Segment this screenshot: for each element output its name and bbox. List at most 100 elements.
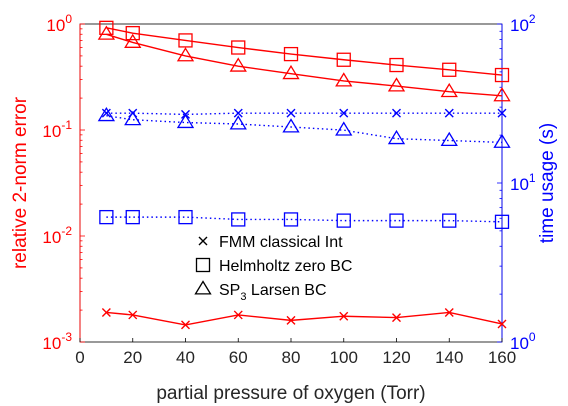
right-y-tick-label-base: 10	[510, 16, 529, 35]
left-y-tick-label-exponent: 0	[65, 12, 72, 26]
time-point	[282, 118, 300, 133]
x-tick-label: 80	[282, 348, 301, 367]
error-point	[440, 82, 458, 98]
right-y-tick-label-exponent: 0	[529, 330, 536, 344]
legend-entry-square: Helmholtz zero BC	[195, 257, 352, 275]
right-y-tick-label-base: 10	[510, 175, 529, 194]
time-point	[440, 131, 458, 147]
error-point	[389, 57, 404, 73]
time-point	[286, 108, 296, 118]
time-point	[233, 108, 243, 118]
error-point	[336, 52, 351, 67]
error-point	[493, 87, 511, 102]
x-tick-label: 0	[75, 348, 84, 367]
x-tick-label: 160	[488, 348, 516, 367]
left-y-tick-label: 10-3	[42, 330, 72, 353]
error-point	[392, 313, 401, 323]
legend-marker-triangle	[194, 280, 212, 295]
error-point	[444, 307, 454, 317]
x-tick-label: 140	[435, 348, 463, 367]
time-point	[283, 212, 299, 227]
error-series-x	[101, 307, 507, 330]
time-point	[497, 108, 507, 118]
error-point	[497, 319, 507, 329]
legend-entry-x: FMM classical Int	[198, 234, 343, 251]
right-y-axis-label: time usage (s)	[537, 123, 558, 243]
error-point	[286, 315, 296, 325]
time-point	[229, 115, 247, 130]
time-point	[124, 110, 142, 126]
time-point	[387, 129, 406, 145]
error-point	[231, 40, 246, 55]
error-point	[176, 47, 195, 62]
time-point	[442, 213, 457, 228]
left-y-tick-label: 10-1	[42, 118, 72, 141]
left-y-tick-label-base: 10	[42, 334, 61, 353]
error-point	[282, 64, 300, 80]
error-point	[335, 72, 353, 87]
error-point	[229, 57, 247, 72]
left-y-tick-label-base: 10	[42, 228, 61, 247]
time-point	[336, 213, 351, 228]
x-axis-label: partial pressure of oxygen (Torr)	[156, 383, 425, 404]
left-y-tick-label-exponent: -3	[61, 330, 72, 344]
legend-marker-square	[195, 257, 211, 273]
left-y-tick-label-base: 10	[42, 122, 61, 141]
time-point	[231, 212, 246, 227]
time-point	[493, 133, 511, 148]
time-point	[335, 121, 353, 136]
x-tick-label: 60	[229, 348, 248, 367]
error-series-line	[106, 311, 503, 326]
bottom-axis: 0 20 40 60 80 100 120 140 160	[75, 338, 516, 367]
error-point	[181, 320, 190, 330]
time-point	[444, 108, 454, 118]
legend-label-tail: Larsen BC	[246, 282, 326, 299]
time-point	[178, 209, 193, 225]
error-point	[97, 25, 116, 40]
series-layer	[97, 20, 511, 330]
error-point	[494, 67, 510, 83]
left-y-tick-label-exponent: -1	[61, 118, 72, 132]
right-y-tick-label: 100	[510, 330, 536, 353]
legend-label: Helmholtz zero BC	[219, 258, 352, 275]
right-y-tick-label-exponent: 1	[529, 171, 536, 185]
error-series-triangle	[97, 25, 511, 102]
time-series-line	[106, 115, 503, 144]
legend-marker-x	[198, 236, 208, 246]
error-point	[128, 310, 138, 320]
time-point	[494, 214, 510, 229]
time-series-line	[106, 112, 502, 116]
right-y-tick-label: 101	[510, 171, 536, 194]
error-point	[387, 77, 406, 92]
time-series-x	[101, 108, 507, 119]
time-point	[125, 209, 140, 225]
time-point	[339, 108, 349, 118]
x-tick-label: 20	[123, 348, 142, 367]
left-y-tick-label-exponent: -2	[61, 224, 72, 238]
error-point	[124, 33, 142, 48]
legend-label-main: SP	[219, 282, 240, 299]
time-series-square	[99, 209, 510, 229]
error-point	[339, 311, 349, 321]
error-point	[178, 33, 193, 48]
time-point	[97, 106, 116, 122]
error-point	[283, 46, 299, 62]
time-point	[101, 108, 111, 118]
error-point	[442, 62, 457, 77]
error-series-square	[99, 20, 510, 83]
x-tick-label: 40	[176, 348, 195, 367]
right-y-tick-label: 102	[510, 12, 536, 35]
left-y-tick-label-base: 10	[46, 16, 65, 35]
legend-entry-triangle: SP3 Larsen BC	[194, 280, 327, 303]
time-point	[392, 108, 401, 118]
x-tick-label: 100	[330, 348, 358, 367]
right-y-tick-label-base: 10	[510, 334, 529, 353]
error-series-line	[106, 33, 503, 97]
time-point	[99, 209, 114, 225]
legend-label-subscript: 3	[240, 291, 246, 303]
error-point	[233, 310, 243, 320]
left-y-tick-label: 10-2	[42, 224, 72, 247]
